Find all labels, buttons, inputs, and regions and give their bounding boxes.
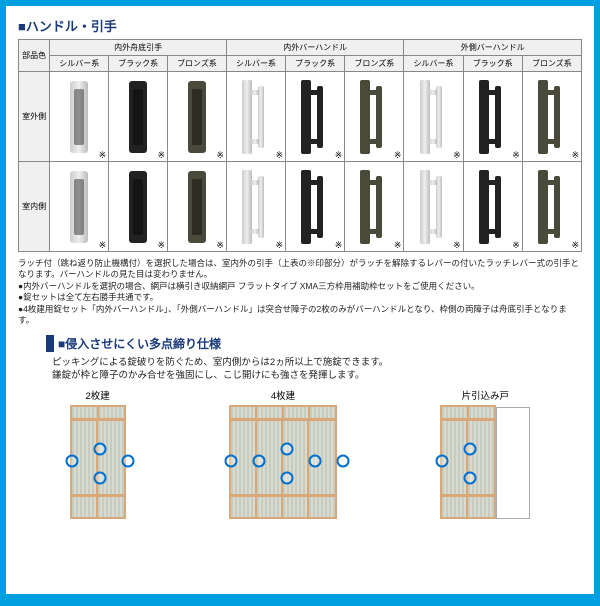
th-part-color: 部品色 xyxy=(19,40,50,72)
door-config-label: 4枚建 xyxy=(229,388,337,402)
th-group-0: 内外舟底引手 xyxy=(50,40,227,56)
mark-icon: ※ xyxy=(276,150,284,161)
mark-icon: ※ xyxy=(158,150,166,161)
mark-icon: ※ xyxy=(216,240,224,251)
lock-desc-0: ピッキングによる錠破りを防ぐため、室内側からは2ヵ所以上で施錠できます。 xyxy=(52,356,582,369)
lock-point-icon xyxy=(280,443,293,456)
th-color-3: シルバー系 xyxy=(226,56,285,72)
lock-point-icon xyxy=(336,454,349,467)
lock-desc: ピッキングによる錠破りを防ぐため、室内側からは2ヵ所以上で施錠できます。 鎌錠が… xyxy=(52,356,582,383)
lock-point-icon xyxy=(464,443,477,456)
lock-point-icon xyxy=(280,472,293,485)
lock-point-icon xyxy=(121,454,134,467)
mark-icon: ※ xyxy=(512,150,520,161)
mark-icon: ※ xyxy=(453,240,461,251)
mark-icon: ※ xyxy=(276,240,284,251)
section-title-lock: ■侵入させにくい多点締り仕様 xyxy=(46,335,221,352)
handle-cell: ※ xyxy=(522,162,581,252)
mark-icon: ※ xyxy=(335,150,343,161)
mark-icon: ※ xyxy=(158,240,166,251)
handle-cell: ※ xyxy=(463,162,522,252)
mark-icon: ※ xyxy=(99,150,107,161)
door-config-0: 2枚建 xyxy=(70,388,126,519)
note-3: ●4枚建用錠セット「内外バーハンドル」、「外側バーハンドル」は突合せ障子の2枚の… xyxy=(18,304,582,327)
handle-cell: ※ xyxy=(50,72,109,162)
th-outside: 室外側 xyxy=(19,72,50,162)
lock-point-icon xyxy=(93,443,106,456)
handle-cell: ※ xyxy=(168,162,227,252)
lock-desc-1: 鎌錠が枠と障子のかみ合せを強固にし、こじ開けにも強さを発揮します。 xyxy=(52,369,582,382)
door-config-label: 2枚建 xyxy=(70,388,126,402)
lock-point-icon xyxy=(436,454,449,467)
lock-point-icon xyxy=(93,472,106,485)
lock-point-icon xyxy=(464,472,477,485)
th-color-7: ブラック系 xyxy=(463,56,522,72)
th-color-1: ブラック系 xyxy=(109,56,168,72)
handle-cell: ※ xyxy=(286,162,345,252)
handle-cell: ※ xyxy=(226,162,285,252)
door-figure xyxy=(70,405,126,519)
th-color-8: ブロンズ系 xyxy=(522,56,581,72)
th-color-4: ブラック系 xyxy=(286,56,345,72)
handle-table: 部品色 内外舟底引手 内外バーハンドル 外側バーハンドル シルバー系ブラック系ブ… xyxy=(18,39,582,252)
lock-point-icon xyxy=(224,454,237,467)
th-color-2: ブロンズ系 xyxy=(168,56,227,72)
handle-cell: ※ xyxy=(463,72,522,162)
door-config-label: 片引込み戸 xyxy=(440,388,530,402)
door-config-2: 片引込み戸 xyxy=(440,388,530,519)
lock-point-icon xyxy=(252,454,265,467)
mark-icon: ※ xyxy=(394,240,402,251)
section-title-handles: ■ハンドル・引手 xyxy=(18,16,582,35)
handle-cell: ※ xyxy=(345,162,404,252)
door-configs: 2枚建 4枚建 片引込み戸 xyxy=(18,388,582,519)
handle-cell: ※ xyxy=(286,72,345,162)
th-color-6: シルバー系 xyxy=(404,56,463,72)
th-group-1: 内外バーハンドル xyxy=(226,40,404,56)
handle-cell: ※ xyxy=(168,72,227,162)
handle-cell: ※ xyxy=(522,72,581,162)
note-1: ●内外バーハンドルを選択の場合、網戸は横引き収納網戸 フラットタイプ XMA三方… xyxy=(18,281,582,292)
mark-icon: ※ xyxy=(453,150,461,161)
note-0: ラッチ付（跳ね返り防止機構付）を選択した場合は、室内外の引手（上表の※印部分）が… xyxy=(18,258,582,281)
mark-icon: ※ xyxy=(571,150,579,161)
th-group-2: 外側バーハンドル xyxy=(404,40,582,56)
notes-block: ラッチ付（跳ね返り防止機構付）を選択した場合は、室内外の引手（上表の※印部分）が… xyxy=(18,258,582,327)
th-inside: 室内側 xyxy=(19,162,50,252)
th-color-5: ブロンズ系 xyxy=(345,56,404,72)
mark-icon: ※ xyxy=(394,150,402,161)
mark-icon: ※ xyxy=(99,240,107,251)
handle-cell: ※ xyxy=(404,162,463,252)
handle-cell: ※ xyxy=(109,72,168,162)
lock-point-icon xyxy=(308,454,321,467)
door-config-1: 4枚建 xyxy=(229,388,337,519)
mark-icon: ※ xyxy=(512,240,520,251)
mark-icon: ※ xyxy=(216,150,224,161)
lock-point-icon xyxy=(65,454,78,467)
note-2: ●錠セットは全て左右勝手共通です。 xyxy=(18,292,582,303)
mark-icon: ※ xyxy=(335,240,343,251)
door-figure xyxy=(440,405,530,519)
handle-cell: ※ xyxy=(404,72,463,162)
th-color-0: シルバー系 xyxy=(50,56,109,72)
handle-cell: ※ xyxy=(50,162,109,252)
mark-icon: ※ xyxy=(571,240,579,251)
handle-cell: ※ xyxy=(226,72,285,162)
handle-cell: ※ xyxy=(109,162,168,252)
door-figure xyxy=(229,405,337,519)
handle-cell: ※ xyxy=(345,72,404,162)
